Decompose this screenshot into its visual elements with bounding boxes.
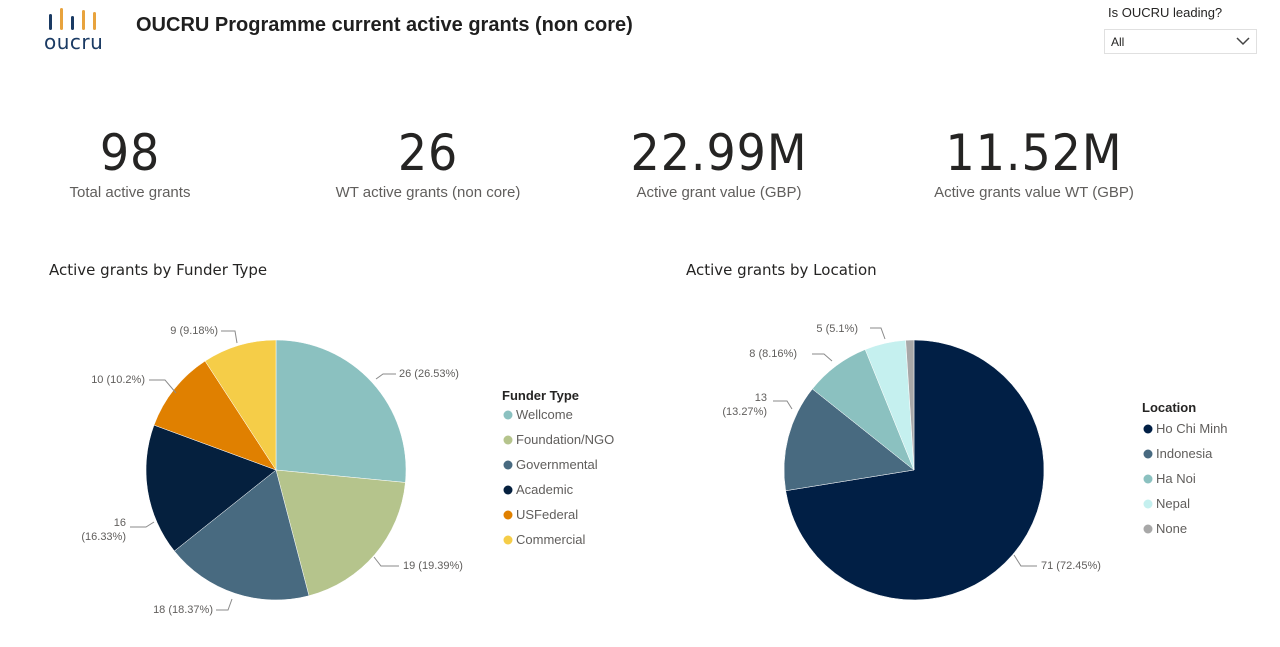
dropdown-value: All [1111,35,1125,49]
leader-line [216,598,233,611]
pie-slice-academic[interactable] [145,424,277,552]
legend-item[interactable]: Commercial [516,532,585,547]
leader-line [870,327,886,340]
leader-line [812,353,833,362]
legend-marker [1143,524,1153,534]
kpi-label: WT active grants (non core) [335,184,521,201]
pie-slice-none[interactable] [905,339,915,471]
pie-slice-ho-chi-minh[interactable] [785,339,1045,601]
legend-marker [1143,474,1153,484]
data-label: 26 (26.53%) [399,368,459,380]
location-chart-title: Active grants by Location [686,261,877,279]
kpi-label: Active grant value (GBP) [636,184,802,201]
leader-line [375,373,396,380]
leader-line [130,521,155,528]
legend-marker [503,510,513,520]
kpi-value: 11.52M [945,124,1123,182]
pie-slice-foundation-ngo[interactable] [275,469,406,597]
leader-line [221,330,238,344]
legend-marker [503,485,513,495]
legend-item[interactable]: None [1156,521,1187,536]
kpi-value: 98 [99,124,161,182]
data-label: 18 (18.37%) [153,604,213,616]
logo-text: oucru [44,30,104,54]
chevron-down-icon [1236,37,1250,46]
legend-item[interactable]: USFederal [516,507,578,522]
pie-slice-wellcome[interactable] [275,339,407,483]
kpi-active-grant-value: 22.99M Active grant value (GBP) [599,122,839,201]
leader-line [373,556,399,567]
logo-bar [71,16,74,30]
oucru-leading-dropdown[interactable]: All [1104,29,1257,54]
legend-item[interactable]: Foundation/NGO [516,432,614,447]
kpi-label: Active grants value WT (GBP) [934,184,1134,201]
kpi-wt-active-grants: 26 WT active grants (non core) [308,122,548,201]
legend-marker [503,535,513,545]
kpi-total-active-grants: 98 Total active grants [10,122,250,201]
leader-line [149,379,177,394]
data-label: 8 (8.16%) [749,348,797,360]
data-label: 9 (9.18%) [170,325,218,337]
legend-item[interactable]: Nepal [1156,496,1190,511]
funder-chart-title: Active grants by Funder Type [49,261,268,279]
data-label: 71 (72.45%) [1041,560,1101,572]
logo-bar [82,10,85,30]
legend-title: Location [1142,400,1196,415]
pie-slice-indonesia[interactable] [783,388,915,492]
legend-item[interactable]: Indonesia [1156,446,1213,461]
legend-item[interactable]: Wellcome [516,407,573,422]
legend-marker [1143,449,1153,459]
data-label: 5 (5.1%) [816,323,858,335]
logo-bar [93,12,96,30]
legend-item[interactable]: Governmental [516,457,598,472]
legend-marker [1143,424,1153,434]
funder-type-pie-chart[interactable]: 26 (26.53%) 19 (19.39%) 18 (18.37%) 16 (16.3… [0,290,640,640]
pie-slice-commercial[interactable] [204,339,277,471]
pie-slice-governmental[interactable] [174,469,310,601]
legend-item[interactable]: Ho Chi Minh [1156,421,1228,436]
logo-bar [49,14,52,30]
leader-line [1013,554,1037,567]
data-label: 16 [114,517,126,529]
leader-line [773,400,793,410]
pie-slice-usfederal[interactable] [153,360,277,471]
legend-marker [1143,499,1153,509]
legend-item[interactable]: Ha Noi [1156,471,1196,486]
slicer-label: Is OUCRU leading? [1108,5,1223,20]
data-label: 19 (19.39%) [403,560,463,572]
data-label: 13 [755,392,767,404]
oucru-logo [49,8,96,30]
data-label: (16.33%) [81,531,126,543]
legend-marker [503,435,513,445]
legend-marker [503,410,513,420]
kpi-active-grants-value-wt: 11.52M Active grants value WT (GBP) [914,122,1154,201]
page-title: OUCRU Programme current active grants (n… [136,14,633,36]
legend-marker [503,460,513,470]
data-label: (13.27%) [722,406,767,418]
data-label: 10 (10.2%) [91,374,145,386]
logo-bar [60,8,63,30]
legend-item[interactable]: Academic [516,482,574,497]
kpi-label: Total active grants [69,184,191,201]
kpi-value: 22.99M [630,124,808,182]
location-pie-chart[interactable]: 71 (72.45%) 13 (13.27%) 8 (8.16%) 5 (5.1%) Lo… [640,290,1280,640]
kpi-value: 26 [397,124,459,182]
legend-title: Funder Type [502,388,579,403]
